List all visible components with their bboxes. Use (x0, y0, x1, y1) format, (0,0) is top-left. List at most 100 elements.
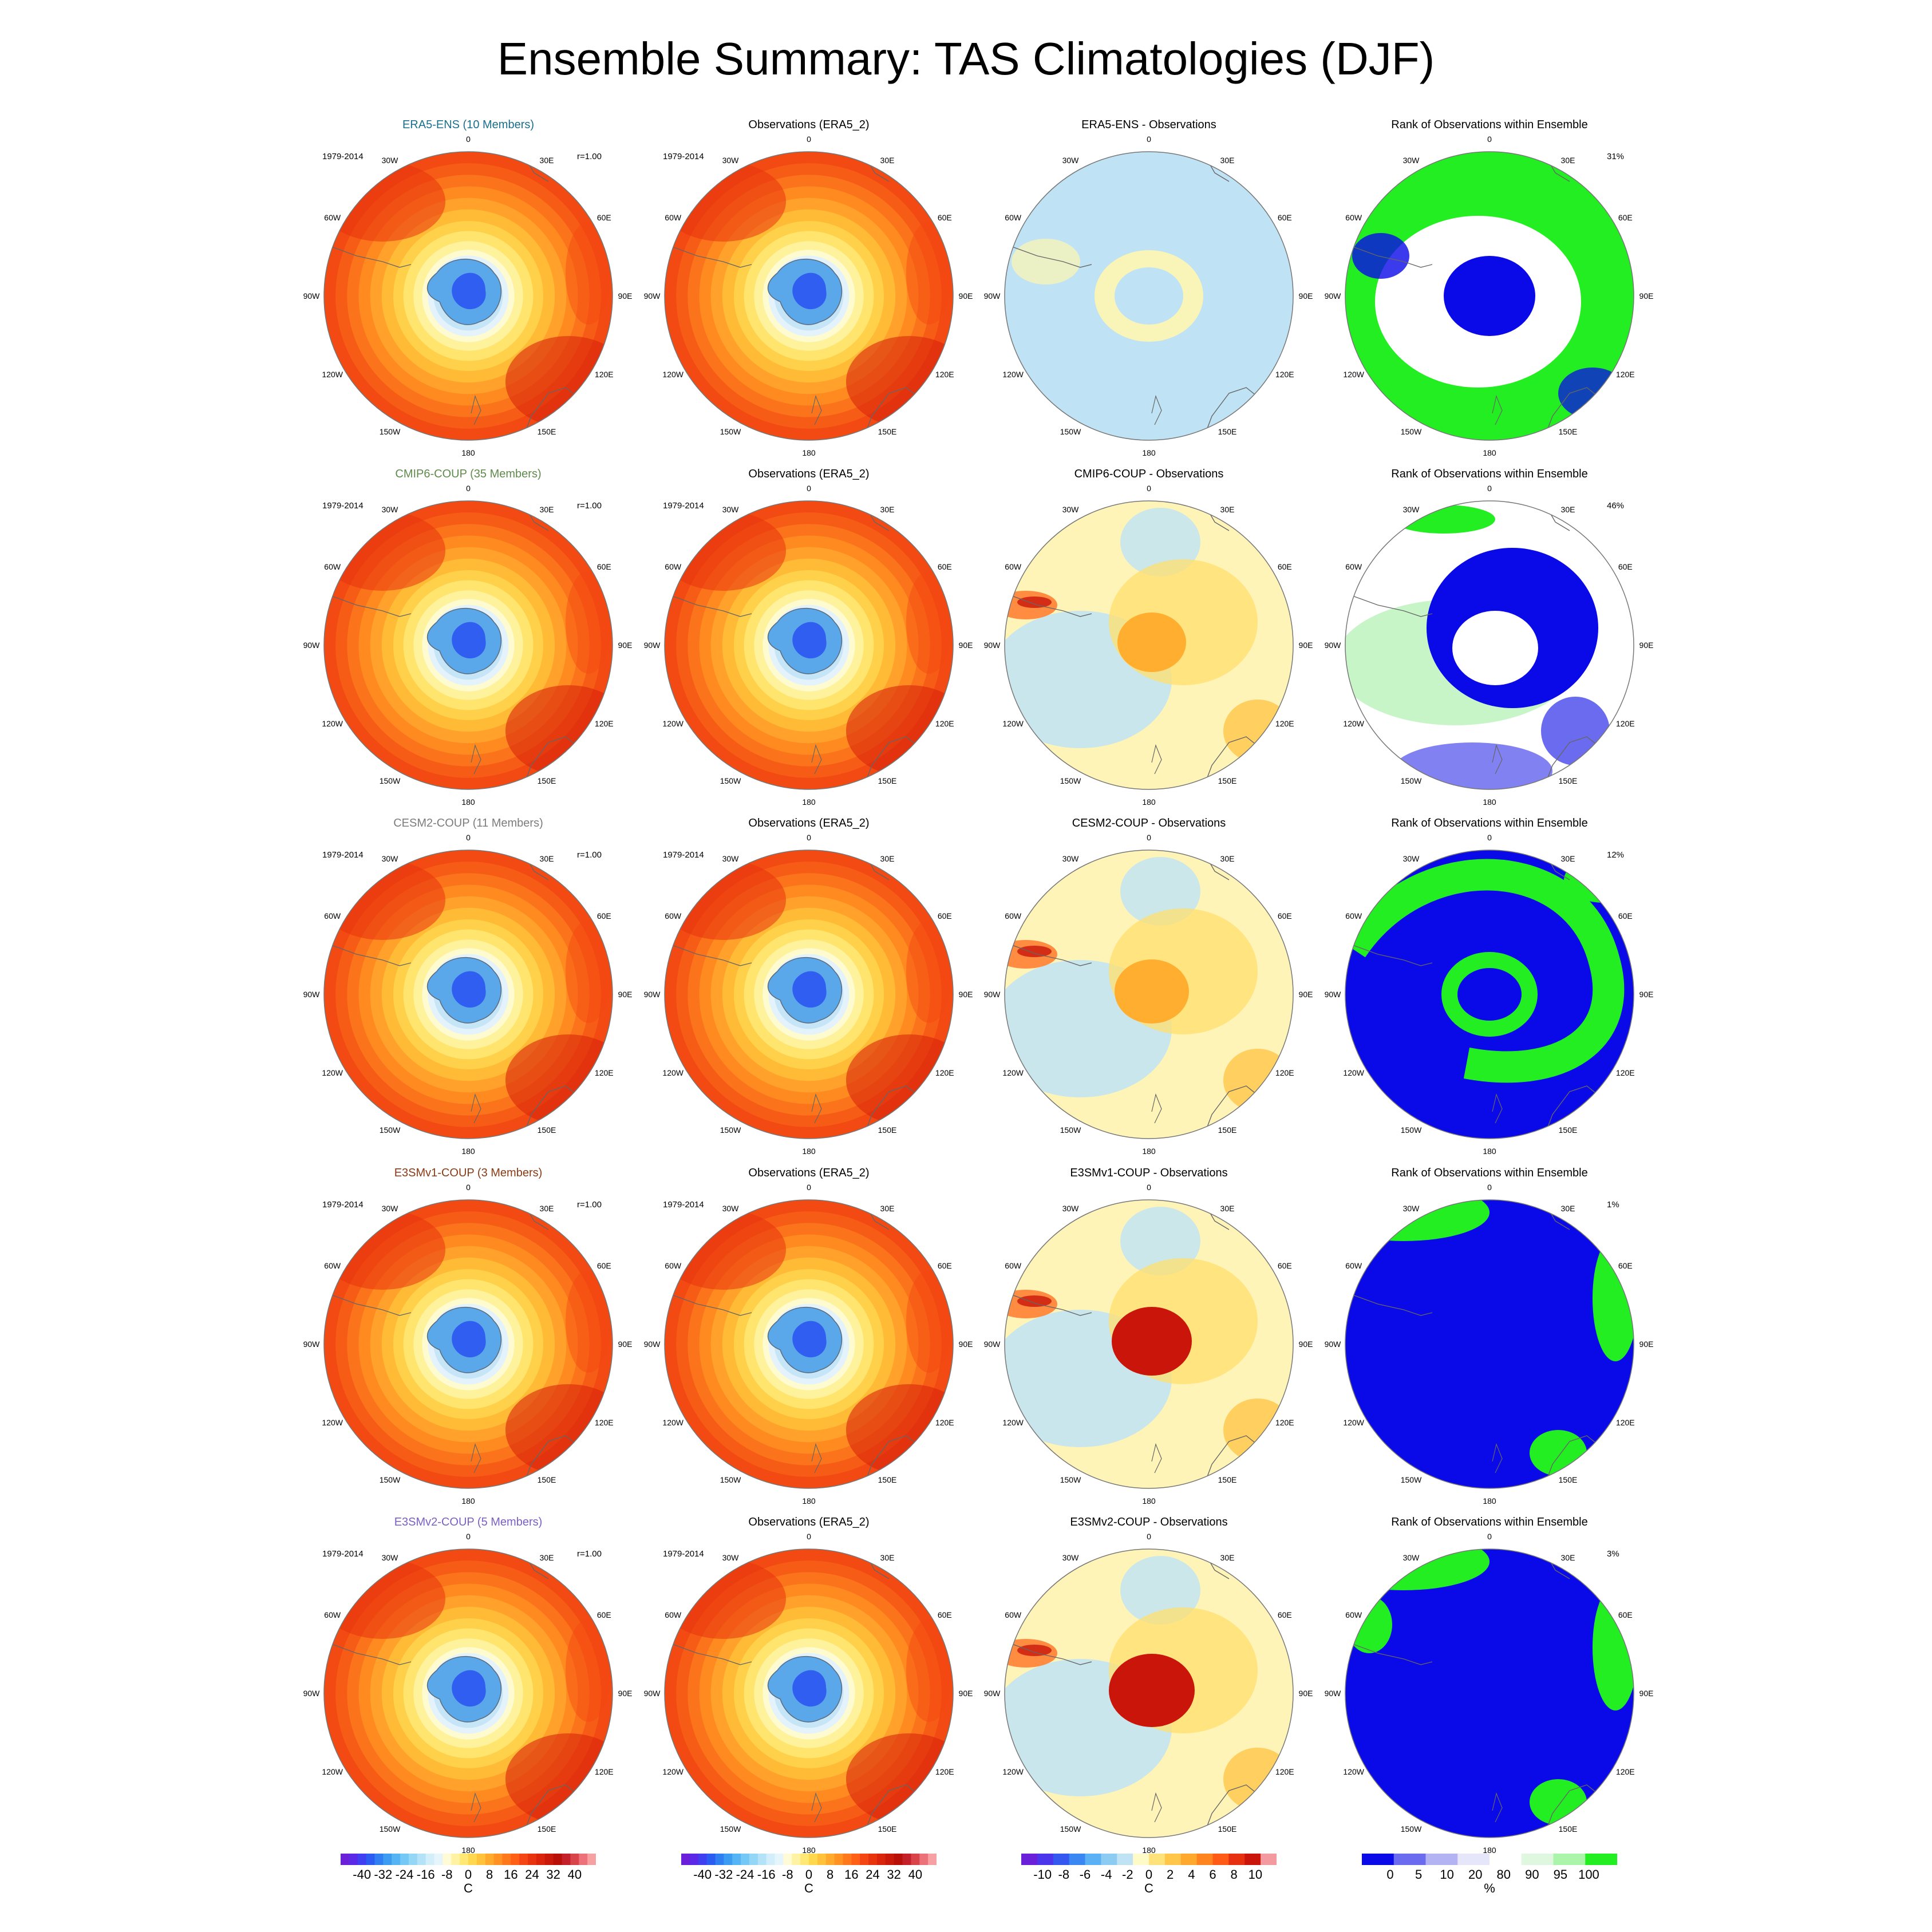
diff-antarctica (1109, 1654, 1195, 1727)
lon-label: 150W (379, 1125, 401, 1135)
new-zealand-coast (811, 1792, 822, 1823)
map-boundary (664, 1199, 954, 1489)
colorbar-tick-label: 40 (567, 1867, 582, 1882)
colorbar-swatch (528, 1854, 537, 1865)
antarctica-interior (792, 971, 827, 1008)
lon-label: 60E (1618, 1610, 1633, 1619)
map-boundary (1345, 1199, 1634, 1489)
south-america-coast (1005, 593, 1092, 617)
lon-label: 90E (1639, 1340, 1654, 1349)
lon-label: 150E (1558, 1475, 1578, 1485)
lon-label: 120E (1275, 719, 1294, 728)
colorbar-tick-label: -6 (1079, 1867, 1091, 1882)
colorbar-tick-label: 100 (1578, 1867, 1599, 1882)
period-label: 1979-2014 (322, 850, 364, 860)
lon-label: 60E (596, 1610, 611, 1619)
colorbar-tick-label: 0 (1386, 1867, 1394, 1882)
antarctica-interior (792, 622, 827, 659)
new-zealand-coast (1151, 1093, 1162, 1124)
map-panel-0-0 (323, 151, 613, 441)
colorbar-tick-label: 6 (1209, 1867, 1216, 1882)
diff-anomaly (1017, 1645, 1052, 1656)
new-zealand-coast (471, 395, 481, 425)
lon-label: 120W (1343, 1068, 1364, 1077)
colorbar-swatch (715, 1854, 724, 1865)
colorbar-swatch (1228, 1854, 1245, 1865)
lon-label: 60W (665, 213, 682, 222)
lon-label: 60E (1277, 1261, 1292, 1270)
lon-label: 120W (322, 719, 343, 728)
lon-label: 30E (1220, 1552, 1235, 1562)
lon-label: 60E (937, 911, 952, 920)
rank-field (1530, 1779, 1587, 1825)
colorbar-swatch (1021, 1854, 1038, 1865)
lon-label: 30W (381, 1203, 398, 1213)
lon-label: 90E (618, 1689, 633, 1698)
map-panel-4-0 (323, 1548, 613, 1838)
lon-label: 180 (802, 1496, 816, 1506)
lon-label: 120W (1002, 370, 1024, 379)
correlation-label: r=1.00 (577, 1549, 602, 1559)
colorbar-tick-label: -32 (374, 1867, 393, 1882)
lon-label: 60W (1345, 1610, 1362, 1619)
diff-anomaly (1115, 267, 1183, 325)
map-panel-2-0 (323, 850, 613, 1139)
colorbar-swatch (732, 1854, 741, 1865)
lon-label: 150W (720, 776, 741, 786)
colorbar-swatch (434, 1854, 443, 1865)
colorbar-swatch (749, 1854, 758, 1865)
diff-anomaly (1223, 1398, 1292, 1461)
warm-lobe (906, 571, 952, 674)
colorbar-swatch (1362, 1854, 1394, 1865)
map-boundary (664, 151, 954, 441)
lon-label: 60W (665, 1261, 682, 1270)
diff-antarctica (1115, 959, 1189, 1024)
lon-label: 30W (1062, 155, 1079, 165)
colorbar-0 (341, 1854, 596, 1865)
australia-coast (1543, 1784, 1602, 1837)
colorbar-tick-label: 40 (908, 1867, 923, 1882)
lon-label: 60E (1277, 911, 1292, 920)
lon-label: 180 (802, 1846, 816, 1855)
australia-coast (863, 736, 921, 789)
colorbar-tick-label: -8 (1058, 1867, 1070, 1882)
colorbar-swatch (536, 1854, 546, 1865)
lon-label: 90E (618, 1340, 633, 1349)
south-america-coast (665, 942, 752, 966)
panel-title: ERA5-ENS - Observations (1081, 118, 1216, 131)
lon-label: 30E (880, 1552, 895, 1562)
lon-label: 60W (1345, 213, 1362, 222)
lon-label: 150W (1060, 776, 1081, 786)
diff-antarctica (1112, 1307, 1192, 1376)
colorbar-swatch (442, 1854, 452, 1865)
lon-label: 60E (1618, 213, 1633, 222)
lon-label: 150E (537, 1125, 556, 1135)
colorbar-swatch (468, 1854, 477, 1865)
lon-label: 0 (466, 1532, 471, 1541)
lon-label: 150W (1060, 1824, 1081, 1834)
map-boundary (1345, 1548, 1634, 1838)
new-zealand-coast (1492, 1093, 1503, 1124)
colorbar-swatch (562, 1854, 571, 1865)
lon-label: 0 (466, 135, 471, 144)
colorbar-swatch (868, 1854, 878, 1865)
panel-title: CMIP6-COUP - Observations (1074, 468, 1224, 480)
lon-label: 60W (324, 1261, 341, 1270)
lon-label: 90E (1639, 291, 1654, 301)
australia-coast (522, 1085, 580, 1138)
lon-label: 90E (618, 291, 633, 301)
lon-label: 60E (596, 1261, 611, 1270)
map-boundary (1004, 500, 1294, 790)
colorbar-swatch (341, 1854, 350, 1865)
lon-label: 150W (379, 427, 401, 437)
warm-lobe (906, 920, 952, 1023)
lon-label: 60E (1618, 562, 1633, 571)
panel-title: Rank of Observations within Ensemble (1391, 118, 1588, 131)
colorbar-unit: C (1144, 1881, 1153, 1895)
map-boundary (1004, 1548, 1294, 1838)
colorbar-tick-label: 10 (1248, 1867, 1263, 1882)
south-america-coast (1346, 1292, 1433, 1316)
panel-title: Rank of Observations within Ensemble (1391, 1516, 1588, 1528)
colorbar-swatch (374, 1854, 384, 1865)
lon-label: 120W (1343, 719, 1364, 728)
